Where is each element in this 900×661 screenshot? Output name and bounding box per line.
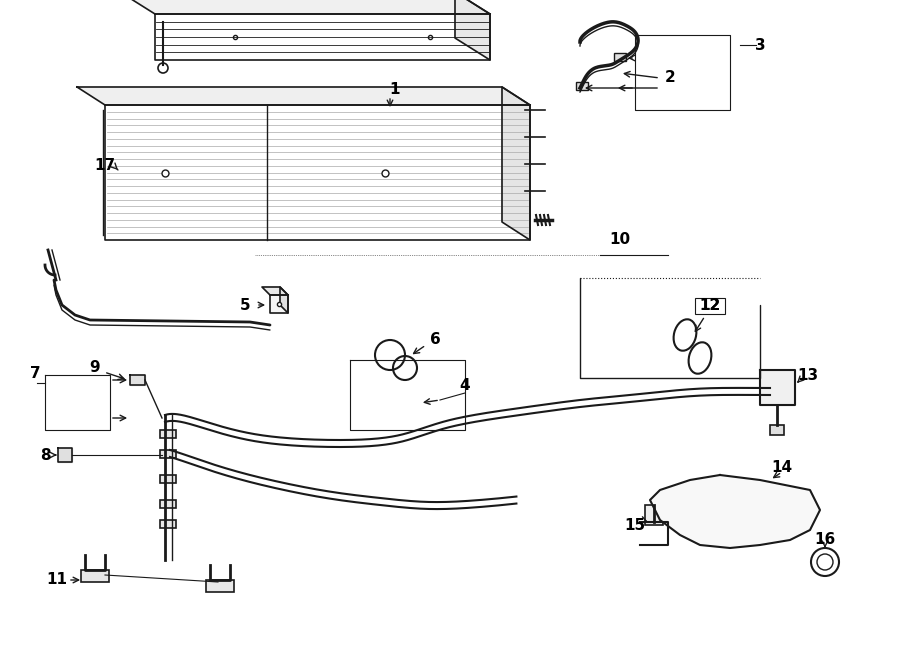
Text: 2: 2 xyxy=(664,71,675,85)
Text: 12: 12 xyxy=(699,297,721,313)
Polygon shape xyxy=(760,370,795,405)
Text: 4: 4 xyxy=(460,377,471,393)
Bar xyxy=(160,500,176,508)
Text: 10: 10 xyxy=(609,233,631,247)
Text: 16: 16 xyxy=(814,533,835,547)
Bar xyxy=(645,505,663,525)
Polygon shape xyxy=(280,287,288,313)
Polygon shape xyxy=(58,448,72,462)
Text: 1: 1 xyxy=(390,83,400,98)
Text: 9: 9 xyxy=(90,360,100,375)
Text: 12: 12 xyxy=(699,297,721,313)
Bar xyxy=(160,450,176,458)
Bar xyxy=(206,580,234,592)
Bar xyxy=(614,53,626,61)
Polygon shape xyxy=(455,0,490,60)
Text: 17: 17 xyxy=(94,157,115,173)
Polygon shape xyxy=(155,14,490,60)
Text: 8: 8 xyxy=(40,447,50,463)
Polygon shape xyxy=(105,105,530,240)
FancyBboxPatch shape xyxy=(695,298,725,314)
Polygon shape xyxy=(262,287,288,295)
Polygon shape xyxy=(650,475,820,548)
Ellipse shape xyxy=(688,342,711,373)
Polygon shape xyxy=(120,0,490,14)
Text: 7: 7 xyxy=(30,366,40,381)
Text: 6: 6 xyxy=(429,332,440,348)
Bar xyxy=(770,425,784,435)
Bar xyxy=(160,430,176,438)
Bar xyxy=(576,82,588,90)
Text: 13: 13 xyxy=(797,368,819,383)
Text: 3: 3 xyxy=(755,38,765,52)
Polygon shape xyxy=(270,295,288,313)
Bar xyxy=(160,520,176,528)
Bar xyxy=(81,570,109,582)
Polygon shape xyxy=(77,87,530,105)
Text: 5: 5 xyxy=(239,297,250,313)
Text: 15: 15 xyxy=(625,518,645,533)
Polygon shape xyxy=(130,375,145,385)
Bar xyxy=(160,475,176,483)
Text: 14: 14 xyxy=(771,459,793,475)
Text: 11: 11 xyxy=(47,572,68,588)
Ellipse shape xyxy=(673,319,697,351)
Polygon shape xyxy=(502,87,530,240)
